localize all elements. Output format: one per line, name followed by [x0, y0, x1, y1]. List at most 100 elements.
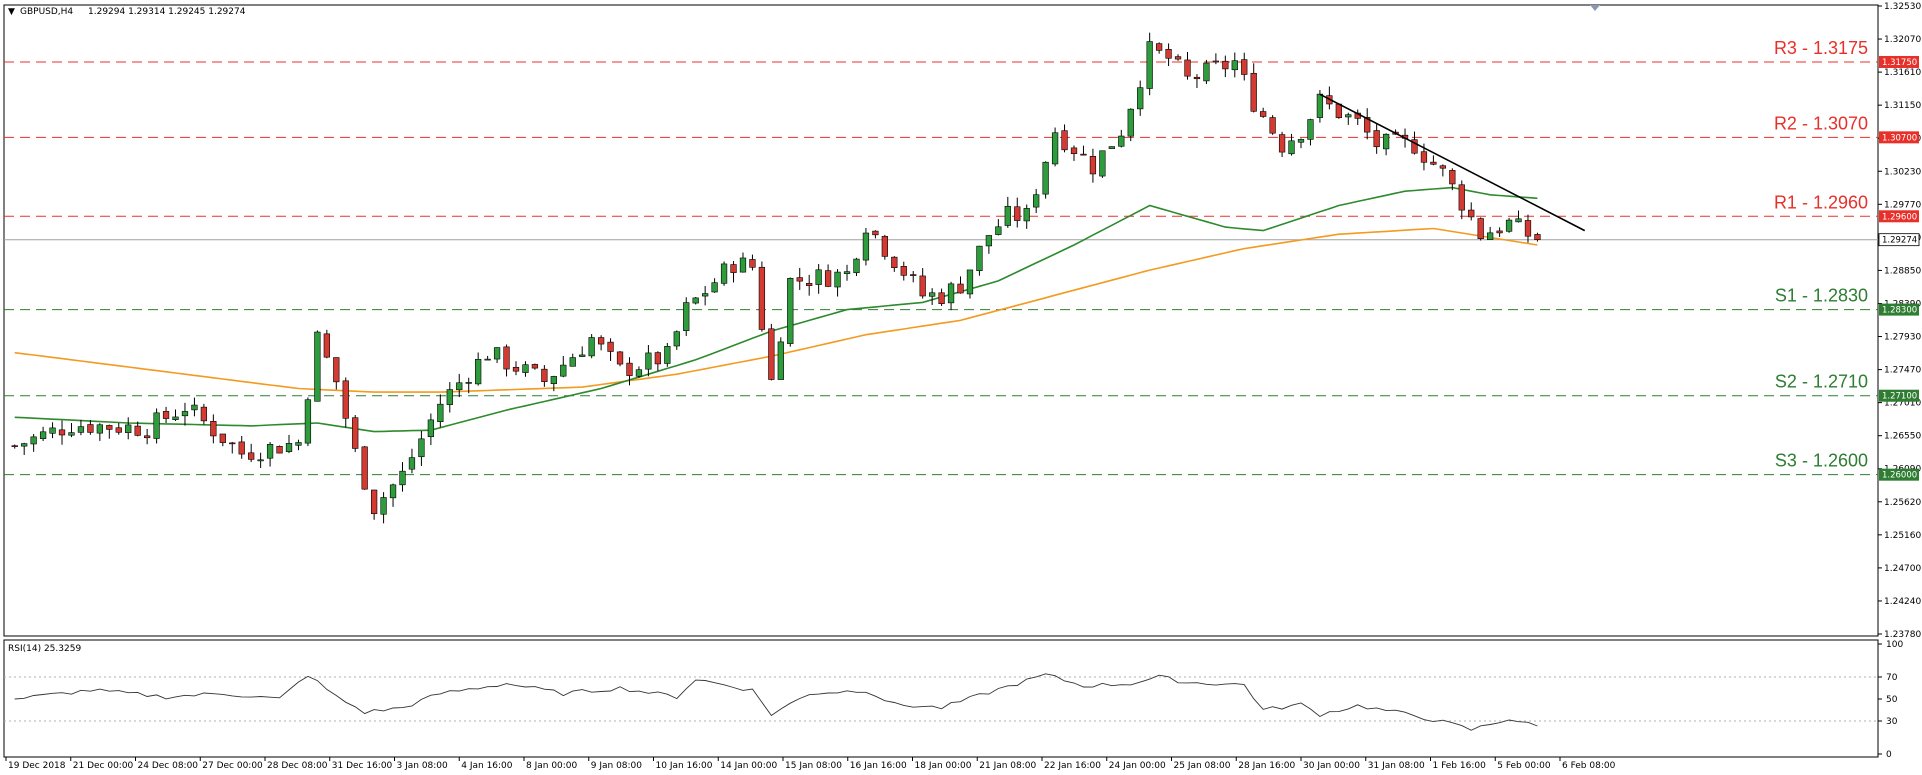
candle[interactable] [569, 353, 576, 367]
candle[interactable] [1278, 131, 1286, 157]
candle[interactable] [1051, 127, 1059, 167]
candle[interactable] [1241, 52, 1248, 81]
candle[interactable] [711, 278, 718, 293]
candle[interactable] [1042, 161, 1049, 199]
candle[interactable] [966, 269, 974, 299]
candle[interactable] [683, 297, 690, 336]
candle[interactable] [824, 264, 832, 288]
candle[interactable] [408, 448, 416, 474]
candle[interactable] [1505, 217, 1513, 233]
candle[interactable] [522, 361, 529, 377]
candle[interactable] [1231, 52, 1238, 78]
candle[interactable] [616, 351, 624, 367]
candle[interactable] [815, 264, 822, 294]
candle[interactable] [1364, 108, 1371, 140]
candle[interactable] [380, 492, 387, 524]
candle[interactable] [1184, 51, 1191, 80]
candle[interactable] [181, 402, 189, 426]
candle[interactable] [664, 342, 671, 367]
candle[interactable] [1477, 217, 1484, 241]
candle[interactable] [796, 267, 803, 290]
candle[interactable] [654, 351, 661, 372]
candle[interactable] [853, 257, 860, 277]
candle[interactable] [68, 422, 75, 438]
candle[interactable] [115, 423, 122, 435]
candle[interactable] [87, 420, 94, 435]
candle[interactable] [266, 441, 274, 467]
candle[interactable] [1382, 133, 1390, 156]
candle[interactable] [843, 264, 851, 281]
candle[interactable] [493, 347, 501, 363]
candle[interactable] [1099, 150, 1106, 178]
candle[interactable] [503, 344, 510, 377]
candle[interactable] [238, 436, 245, 459]
candle[interactable] [1307, 118, 1314, 146]
candle[interactable] [191, 397, 198, 417]
candle[interactable] [285, 434, 293, 454]
candle[interactable] [370, 489, 378, 520]
candle[interactable] [1089, 148, 1097, 183]
candle[interactable] [248, 443, 255, 463]
dropdown-arrow-icon[interactable]: ▼ [8, 7, 15, 17]
candle[interactable] [588, 334, 595, 359]
candle[interactable] [730, 261, 737, 283]
candle[interactable] [446, 382, 453, 413]
candle[interactable] [1137, 80, 1144, 116]
candle[interactable] [276, 445, 283, 454]
candle[interactable] [702, 285, 709, 306]
candle[interactable] [1260, 107, 1267, 118]
candle[interactable] [919, 268, 926, 299]
candle[interactable] [1345, 112, 1352, 125]
candle[interactable] [872, 230, 879, 239]
candle[interactable] [106, 424, 113, 439]
candle[interactable] [645, 344, 652, 377]
candle[interactable] [787, 277, 794, 347]
candle[interactable] [720, 261, 728, 286]
candle[interactable] [21, 442, 28, 455]
candle[interactable] [1212, 53, 1220, 65]
candle[interactable] [465, 377, 472, 394]
candle[interactable] [692, 297, 699, 305]
candle[interactable] [389, 483, 397, 507]
candle[interactable] [456, 373, 463, 398]
candle[interactable] [806, 274, 813, 296]
candle[interactable] [891, 256, 898, 272]
candle[interactable] [342, 377, 349, 428]
candle[interactable] [607, 338, 614, 362]
candle[interactable] [418, 430, 425, 466]
candle[interactable] [1534, 232, 1541, 242]
candle[interactable] [777, 337, 784, 380]
candle[interactable] [512, 361, 520, 376]
candle[interactable] [1127, 108, 1134, 142]
candle[interactable] [1222, 55, 1229, 78]
candle[interactable] [957, 276, 964, 294]
candle[interactable] [597, 335, 605, 351]
candle[interactable] [834, 269, 841, 297]
candle[interactable] [1004, 196, 1011, 228]
candle[interactable] [153, 408, 160, 444]
candle[interactable] [1108, 146, 1115, 149]
candle[interactable] [1014, 197, 1021, 228]
candle[interactable] [134, 421, 141, 437]
candle[interactable] [1023, 204, 1030, 229]
candle[interactable] [77, 419, 85, 436]
candle[interactable] [1515, 210, 1522, 223]
candle[interactable] [995, 219, 1002, 236]
candle[interactable] [739, 252, 747, 273]
candle[interactable] [1033, 188, 1040, 214]
candle[interactable] [626, 357, 633, 386]
downtrend-line[interactable] [1319, 93, 1586, 232]
candle[interactable] [162, 406, 170, 423]
candle[interactable] [985, 235, 993, 254]
candle[interactable] [144, 428, 151, 445]
candle[interactable] [910, 271, 917, 283]
candle[interactable] [399, 462, 406, 492]
candle[interactable] [1155, 42, 1163, 54]
candle[interactable] [1061, 124, 1068, 153]
candle[interactable] [1458, 180, 1465, 220]
candle[interactable] [758, 261, 766, 332]
candle[interactable] [257, 452, 264, 468]
candle[interactable] [1373, 123, 1380, 154]
candle[interactable] [437, 394, 444, 428]
